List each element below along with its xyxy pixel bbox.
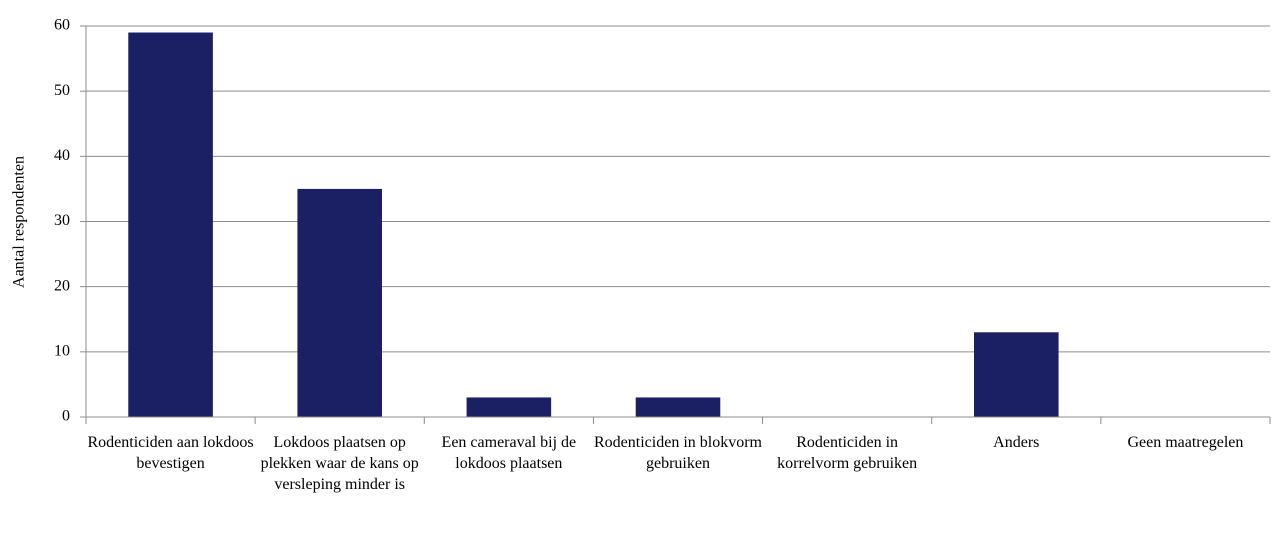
y-tick-label: 10 (54, 343, 70, 360)
y-tick-label: 30 (54, 212, 70, 229)
bar (128, 32, 213, 418)
y-tick-label: 40 (54, 147, 70, 164)
y-tick-label: 20 (54, 277, 70, 294)
y-axis-label: Aantal respondenten (11, 156, 28, 288)
bar (297, 188, 382, 417)
y-tick-label: 0 (62, 408, 70, 425)
bar (635, 397, 721, 417)
y-tick-label: 60 (54, 17, 70, 34)
x-tick-label: Geen maatregelen (1127, 434, 1244, 451)
x-tick-label: Lokdoos plaatsen op plekken waar de kans… (260, 434, 419, 493)
x-tick-label: Rodenticiden in blokvorm gebruiken (594, 434, 762, 472)
x-tick-label: Rodenticiden in korrelvorm gebruiken (777, 434, 918, 472)
bar (466, 397, 552, 417)
x-tick-label: Een cameraval bij de lokdoos plaatsen (441, 434, 577, 472)
bar (974, 332, 1059, 417)
y-tick-label: 50 (54, 82, 70, 99)
x-tick-label: Anders (993, 434, 1040, 451)
x-tick-label: Rodenticiden aan lokdoos bevestigen (87, 434, 254, 472)
